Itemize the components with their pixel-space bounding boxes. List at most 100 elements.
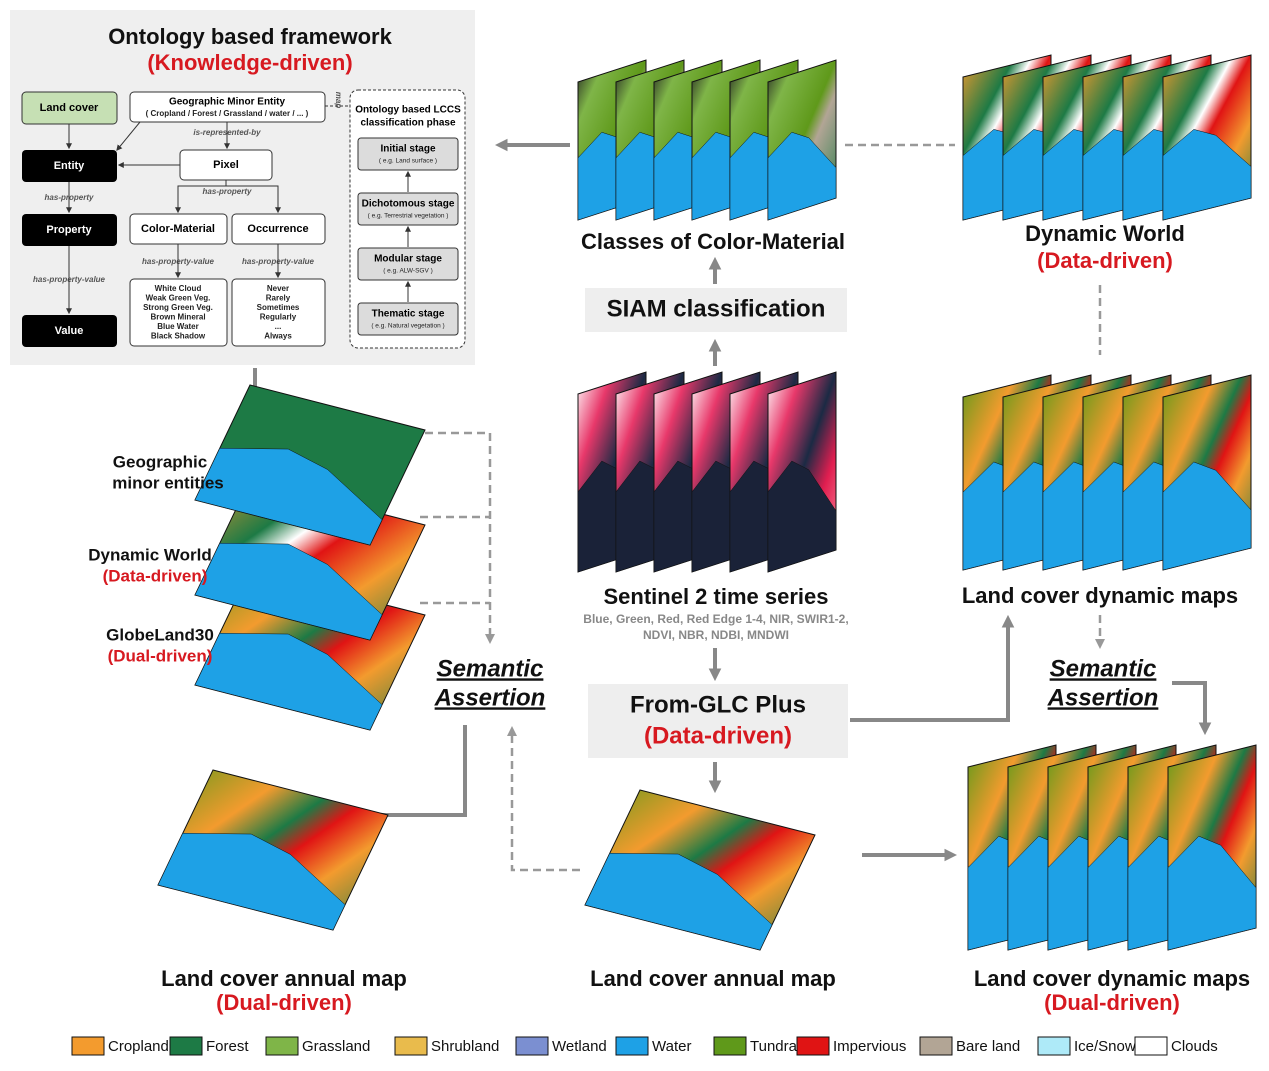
layer-driver: (Data-driven) (103, 566, 208, 585)
legend: Cropland Forest Grassland Shrubland Wetland W… (71, 1036, 1218, 1056)
box-label: SIAM classification (607, 295, 826, 322)
bands: NDVI, NBR, NDBI, MNDWI (643, 628, 789, 642)
legend-swatch (919, 1036, 953, 1056)
map-water (157, 832, 346, 931)
stack-label: Land cover dynamic maps (962, 583, 1238, 608)
map-panel (157, 769, 389, 931)
legend-swatch (615, 1036, 649, 1056)
legend-swatch (1037, 1036, 1071, 1056)
node-value: Value (55, 325, 84, 337)
map-water (194, 632, 383, 731)
legend-label: Water (652, 1038, 691, 1055)
node-property: Property (46, 224, 92, 236)
legend-swatch (515, 1036, 549, 1056)
color-material-value: Weak Green Veg. (146, 294, 211, 303)
stage-example: ( e.g. Land surface ) (379, 158, 437, 165)
map-driver: (Dual-driven) (216, 990, 352, 1015)
color-material-value: Blue Water (157, 322, 199, 331)
stage-box (357, 302, 459, 336)
legend-label: Impervious (833, 1038, 906, 1055)
stage-name: Thematic stage (372, 309, 445, 320)
legend-label: Grassland (302, 1038, 370, 1055)
box-label: From-GLC Plus (630, 691, 806, 718)
map-water (584, 852, 773, 951)
map-label: Land cover annual map (590, 966, 836, 991)
legend-label: Cropland (108, 1038, 169, 1055)
map-water (1167, 835, 1257, 951)
color-material-value: Black Shadow (151, 332, 206, 341)
occurrence-value: Regularly (260, 313, 297, 322)
relation-label: map (334, 92, 343, 109)
occurrence-value: Always (264, 332, 292, 341)
legend-swatch (1134, 1036, 1168, 1056)
map-panel (584, 789, 816, 951)
stage-example: ( e.g. Terrestrial vegetation ) (368, 213, 449, 220)
stage-example: ( e.g. ALW-SGV ) (383, 268, 433, 275)
stack-driver: (Dual-driven) (1044, 990, 1180, 1015)
map-panel (1167, 744, 1257, 951)
semantic-assertion: Assertion (1047, 684, 1159, 711)
map-panel (767, 59, 837, 221)
legend-swatch (394, 1036, 428, 1056)
legend-swatch (713, 1036, 747, 1056)
legend-label: Shrubland (431, 1038, 499, 1055)
ontology-subtitle: (Knowledge-driven) (147, 50, 352, 75)
occurrence-value: Never (267, 284, 289, 293)
map-illustrations (157, 54, 1257, 951)
legend-label: Bare land (956, 1038, 1020, 1055)
stage-name: Dichotomous stage (362, 199, 455, 210)
semantic-assertion: Assertion (434, 684, 546, 711)
legend-label: Clouds (1171, 1038, 1218, 1055)
occurrence-value: Rarely (266, 294, 291, 303)
stack-label: Sentinel 2 time series (604, 584, 829, 609)
stack-label: Land cover dynamic maps (974, 966, 1250, 991)
color-material-value: Strong Green Veg. (143, 303, 213, 312)
stage-box (357, 192, 459, 226)
ontology-panel: Ontology based framework (Knowledge-driv… (10, 10, 475, 365)
stack-label: Classes of Color-Material (581, 229, 845, 254)
node-color-material: Color-Material (141, 223, 215, 235)
occurrence-value: Sometimes (257, 303, 300, 312)
box-driver: (Data-driven) (644, 722, 792, 749)
map-panel (1162, 374, 1252, 571)
map-water (1162, 461, 1252, 571)
map-panel (194, 384, 426, 546)
legend-label: Wetland (552, 1038, 607, 1055)
layer-label: minor entities (112, 473, 223, 492)
legend-label: Tundra (750, 1038, 798, 1055)
color-material-value: Brown Mineral (150, 313, 205, 322)
stack-label: Dynamic World (1025, 221, 1185, 246)
map-water (767, 131, 837, 221)
layer-driver: (Dual-driven) (108, 646, 213, 665)
node-land-cover: Land cover (40, 102, 99, 114)
legend-label: Ice/Snow (1074, 1038, 1136, 1055)
stage-box (357, 247, 459, 281)
layer-label: Dynamic World (88, 545, 211, 564)
stage-example: ( e.g. Natural vegetation ) (371, 323, 444, 330)
legend-swatch (71, 1036, 105, 1056)
stage-name: Modular stage (374, 254, 442, 265)
ontology-title: Ontology based framework (108, 24, 392, 49)
layer-label: Geographic (113, 452, 207, 471)
semantic-assertion: Semantic (1050, 655, 1157, 682)
node-pixel: Pixel (213, 159, 239, 171)
node-entity: Entity (54, 160, 85, 172)
map-water (1162, 129, 1252, 221)
node-minor-entity-detail: ( Cropland / Forest / Grassland / water … (146, 109, 309, 118)
node-minor-entity: Geographic Minor Entity (169, 97, 286, 108)
stack-driver: (Data-driven) (1037, 248, 1173, 273)
bands: Blue, Green, Red, Red Edge 1-4, NIR, SWI… (583, 612, 848, 626)
semantic-assertion: Semantic (437, 655, 544, 682)
legend-swatch (169, 1036, 203, 1056)
node-occurrence: Occurrence (247, 223, 308, 235)
lccs-title: Ontology based LCCS (355, 105, 461, 116)
occurrence-value: ... (275, 322, 282, 331)
map-water (767, 460, 837, 573)
color-material-value: White Cloud (155, 284, 202, 293)
stage-name: Initial stage (380, 144, 435, 155)
relation-label: has-property (203, 187, 252, 196)
map-water (194, 542, 383, 641)
legend-swatch (265, 1036, 299, 1056)
